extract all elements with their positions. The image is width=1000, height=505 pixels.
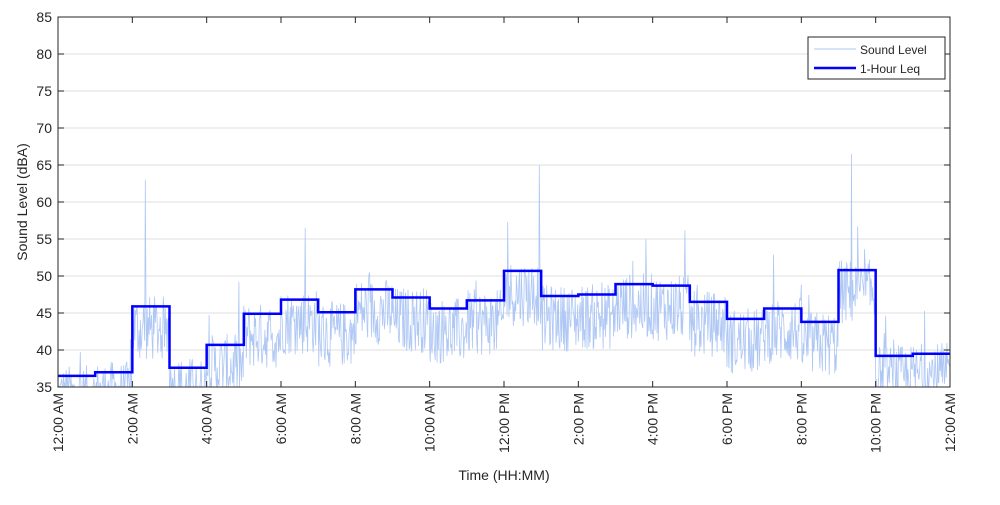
x-axis: 12:00 AM 2:00 AM 4:00 AM 6:00 AM 8:00 AM 10:0… [50,17,958,453]
x-tick-label: 12:00 AM [50,393,66,452]
x-tick-label: 8:00 AM [347,393,363,444]
y-tick-label: 35 [36,379,52,395]
x-tick-label: 2:00 AM [124,393,140,444]
x-tick-label: 8:00 PM [793,393,809,445]
y-tick-label: 70 [36,120,52,136]
y-tick-label: 80 [36,46,52,62]
leq-step-line [58,268,950,378]
leq-series [58,268,950,378]
y-tick-label: 55 [36,231,52,247]
y-tick-label: 75 [36,83,52,99]
x-tick-label: 4:00 AM [199,393,215,444]
legend-label-sound-level: Sound Level [860,43,927,57]
y-tick-label: 65 [36,157,52,173]
y-tick-label: 45 [36,305,52,321]
x-tick-label: 10:00 PM [868,393,884,453]
x-tick-label: 12:00 AM [942,393,958,452]
sound-level-line [58,153,950,389]
y-axis-label: Sound Level (dBA) [14,143,30,261]
y-tick-label: 50 [36,268,52,284]
x-tick-label: 12:00 PM [496,393,512,453]
y-axis: 35 40 45 50 55 60 65 70 75 80 85 [36,9,950,395]
x-tick-label: 6:00 PM [719,393,735,445]
legend: Sound Level 1-Hour Leq [807,36,946,80]
x-tick-label: 6:00 AM [273,393,289,444]
y-tick-label: 60 [36,194,52,210]
x-tick-label: 4:00 PM [645,393,661,445]
x-axis-label: Time (HH:MM) [458,467,549,483]
grid-lines [58,53,950,351]
y-tick-label: 40 [36,342,52,358]
legend-label-leq: 1-Hour Leq [860,62,920,76]
y-tick-label: 85 [36,9,52,25]
x-tick-label: 2:00 PM [570,393,586,445]
x-tick-label: 10:00 AM [422,393,438,452]
sound-level-series [58,153,950,389]
